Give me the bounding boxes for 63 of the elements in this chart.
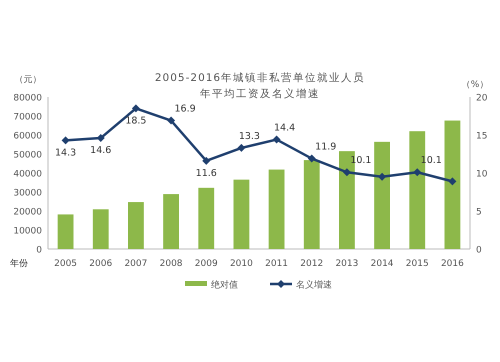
x-tick-label: 2005 <box>54 259 78 269</box>
data-label: 14.3 <box>55 147 76 158</box>
bar <box>128 202 144 249</box>
x-tick-label: 2013 <box>335 259 358 269</box>
bar <box>198 188 214 249</box>
y2-tick-label: 20 <box>476 94 488 104</box>
x-tick-label: 2007 <box>124 259 148 269</box>
y-tick-label: 50000 <box>13 150 42 160</box>
data-label: 18.5 <box>125 115 146 126</box>
data-label: 14.4 <box>274 122 296 134</box>
y-tick-label: 20000 <box>13 208 42 218</box>
point <box>448 177 456 186</box>
y2-tick-label: 0 <box>476 246 482 256</box>
x-tick-label: 2016 <box>440 259 464 269</box>
legend-label: 绝对值 <box>211 280 238 290</box>
x-tick-label: 2012 <box>300 259 324 269</box>
x-axis-title: 年份 <box>10 258 28 269</box>
chart-title: 2005-2016年城镇非私营单位就业人员 <box>154 71 366 84</box>
point <box>167 116 176 125</box>
x-tick-label: 2010 <box>230 259 254 269</box>
point <box>272 136 281 144</box>
point <box>62 136 70 144</box>
y2-tick-label: 5 <box>476 208 482 218</box>
point <box>342 168 351 176</box>
data-label: 13.3 <box>238 130 260 142</box>
bar <box>444 120 460 249</box>
x-tick-label: 2011 <box>265 259 288 269</box>
x-tick-label: 2006 <box>89 259 112 269</box>
y-tick-label: 30000 <box>13 188 42 198</box>
point <box>132 104 140 112</box>
x-tick-label: 2008 <box>160 259 183 269</box>
y2-tick-label: 10 <box>476 170 488 180</box>
y-tick-label: 70000 <box>13 112 42 122</box>
point <box>308 154 316 163</box>
chart-subtitle: 年平均工资及名义增速 <box>200 87 320 100</box>
point <box>96 134 105 142</box>
bar <box>268 170 284 249</box>
data-label: 14.6 <box>90 145 112 156</box>
y-tick-label: 0 <box>36 246 42 256</box>
x-tick-label: 2009 <box>194 259 218 269</box>
x-tick-label: 2015 <box>406 259 429 269</box>
data-label: 16.9 <box>174 104 196 115</box>
data-label: 11.6 <box>196 168 217 179</box>
x-tick-label: 2014 <box>370 259 394 269</box>
y-tick-label: 40000 <box>13 170 42 180</box>
y-tick-label: 60000 <box>13 132 42 142</box>
bar <box>163 194 179 249</box>
y-axis-title: （元） <box>14 74 42 85</box>
bar <box>58 214 74 249</box>
y-tick-label: 10000 <box>13 226 42 236</box>
legend-label: 名义增速 <box>296 280 332 290</box>
y2-tick-label: 15 <box>476 132 488 142</box>
point <box>413 168 422 176</box>
bar <box>92 209 109 249</box>
y2-axis-title: （%） <box>462 80 488 90</box>
point <box>378 172 386 181</box>
bar <box>234 180 250 249</box>
bar <box>374 142 390 249</box>
data-label: 11.9 <box>315 142 336 153</box>
point <box>237 144 246 152</box>
bar <box>304 160 320 249</box>
point <box>202 156 210 165</box>
y-tick-label: 80000 <box>13 94 42 104</box>
